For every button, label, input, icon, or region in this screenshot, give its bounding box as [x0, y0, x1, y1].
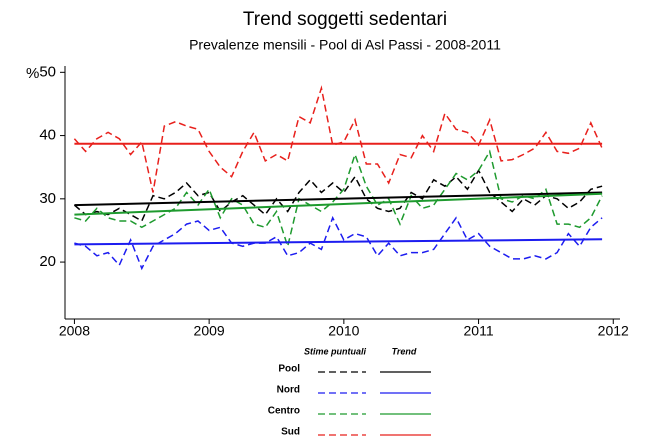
x-tick-label: 2012 — [598, 323, 629, 339]
legend-header: Stime puntuali — [304, 346, 367, 356]
legend-label: Nord — [277, 385, 300, 396]
trend-line — [74, 191, 603, 207]
series-line — [73, 168, 603, 223]
legend-label: Sud — [281, 427, 300, 437]
chart-subtitle: Prevalenze mensili - Pool di Asl Passi -… — [189, 37, 501, 53]
chart-title: Trend soggetti sedentari — [243, 9, 447, 30]
y-tick-label: 40 — [39, 127, 56, 144]
legend-label: Centro — [268, 406, 300, 417]
x-tick-label: 2009 — [194, 323, 225, 339]
y-tick-label: 20 — [39, 253, 56, 270]
series-line — [74, 215, 603, 271]
trend-line — [74, 238, 603, 246]
y-tick-label: 50 — [39, 63, 56, 80]
trend-line — [74, 192, 603, 216]
series-line — [73, 85, 603, 193]
legend-header: Trend — [392, 346, 417, 356]
x-tick-label: 2011 — [464, 323, 494, 339]
series-line — [74, 149, 603, 250]
y-axis-label: % — [26, 65, 39, 82]
legend-label: Pool — [278, 364, 300, 375]
x-tick-label: 2008 — [59, 323, 90, 339]
x-tick-label: 2010 — [328, 323, 359, 339]
y-tick-label: 30 — [39, 190, 56, 207]
